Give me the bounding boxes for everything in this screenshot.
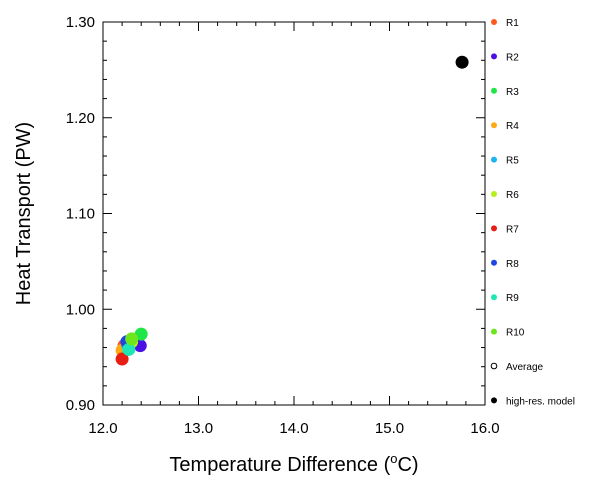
legend-label-r8: R8 [506, 259, 519, 270]
y-tick-label: 1.10 [66, 206, 95, 223]
legend-marker-r4 [491, 122, 497, 129]
y-tick-label: 1.20 [66, 110, 95, 127]
legend-marker-r2 [491, 53, 497, 60]
y-axis-label: Heat Transport (PW) [13, 122, 35, 305]
legend-label-r6: R6 [506, 190, 519, 201]
point-r10 [125, 332, 139, 346]
legend-marker-average [490, 362, 498, 370]
data-points [115, 55, 469, 366]
legend-marker-r8 [491, 259, 497, 266]
legend-marker-r1 [491, 19, 497, 25]
x-axis-label: Temperature Difference (oC) [169, 451, 418, 476]
legend-label-r10: R10 [506, 328, 525, 339]
x-tick-labels: 12.0 13.0 14.0 15.0 16.0 [88, 420, 499, 437]
legend-label-average: Average [506, 362, 544, 373]
legend-marker-r6 [491, 191, 497, 197]
legend-label-r4: R4 [506, 121, 519, 132]
legend-label-r9: R9 [506, 293, 519, 304]
legend-label-r2: R2 [506, 52, 519, 63]
legend-marker-r10 [491, 328, 497, 335]
x-tick-label: 14.0 [279, 420, 308, 437]
legend: R1 R2 R3 R4 R5 R6 R7 R8 R9 R10 Average high-res. mo… [490, 18, 575, 407]
y-tick-labels: 0.90 1.00 1.10 1.20 1.30 [66, 14, 95, 414]
y-tick-label: 1.00 [66, 301, 95, 318]
legend-marker-high-res-model [491, 397, 497, 404]
x-tick-label: 16.0 [470, 420, 499, 437]
y-tick-label: 0.90 [66, 397, 95, 414]
x-tick-label: 15.0 [375, 420, 404, 437]
x-tick-label: 13.0 [184, 420, 213, 437]
axis-ticks [102, 21, 486, 406]
point-high-res-model [455, 55, 469, 69]
x-tick-label: 12.0 [88, 420, 117, 437]
point-r7 [115, 352, 129, 366]
legend-label-r5: R5 [506, 156, 519, 167]
legend-label-r1: R1 [506, 18, 519, 29]
legend-marker-r5 [491, 156, 497, 163]
legend-label-r7: R7 [506, 224, 519, 235]
legend-marker-r9 [491, 294, 497, 301]
y-tick-label: 1.30 [66, 14, 95, 31]
legend-marker-r3 [491, 87, 497, 94]
legend-label-high-res-model: high-res. model [506, 396, 575, 407]
point-r9 [122, 342, 136, 356]
plot-frame [102, 21, 486, 406]
legend-label-r3: R3 [506, 87, 519, 98]
legend-marker-r7 [491, 225, 497, 232]
